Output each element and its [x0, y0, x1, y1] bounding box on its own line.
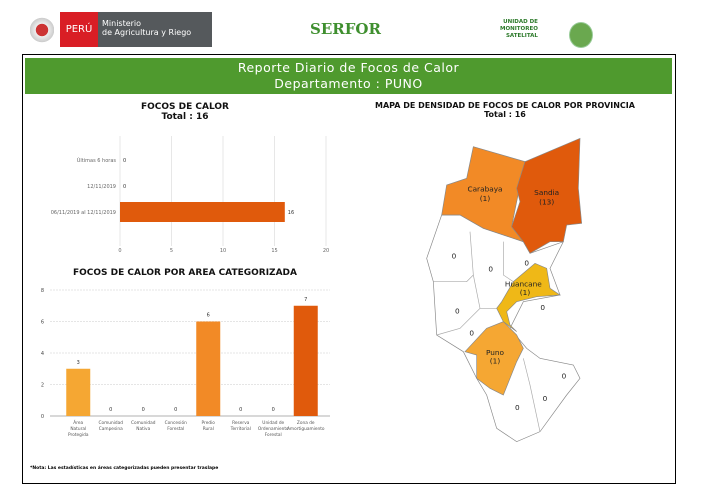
serfor-logo: SERFOR: [310, 20, 381, 38]
map-province-sandia: [511, 137, 583, 254]
ministry-line2: de Agricultura y Riego: [102, 28, 192, 37]
department-title: Departamento : PUNO: [274, 76, 423, 91]
chart2-category-label: Protegida: [68, 432, 89, 438]
chart2-bar: [66, 368, 91, 416]
map-heading: MAPA DE DENSIDAD DE FOCOS DE CALOR POR P…: [360, 101, 650, 119]
map-count-puno: (1): [490, 357, 501, 366]
chart2-category-label: Rural: [203, 426, 214, 432]
chart1-x-tick: 20: [323, 248, 329, 254]
chart1-category-label: 12/11/2019: [87, 184, 116, 190]
chart2-category-label: Zona de: [297, 420, 315, 426]
chart1-x-tick: 5: [170, 248, 173, 254]
chart2-category-label: Ordenamiento: [258, 426, 289, 432]
map-count-sandia: (13): [539, 197, 554, 206]
chart2-category-label: Forestal: [167, 426, 184, 432]
chart2-y-tick: 4: [41, 351, 44, 357]
map-province-huancane: [496, 262, 561, 332]
chart2-y-tick: 6: [41, 320, 44, 326]
chart1-x-tick: 10: [220, 248, 226, 254]
chart2-bar: [293, 305, 318, 416]
chart2-value-label: 0: [272, 407, 275, 413]
chart2-category-label: Forestal: [265, 432, 282, 438]
map-zero-label: 0: [515, 403, 520, 412]
map-count-huancane: (1): [520, 288, 531, 297]
peru-coat-of-arms-logo: [30, 14, 54, 46]
ministry-logo: PERÚ Ministerio de Agricultura y Riego: [60, 12, 212, 47]
chart1-x-tick: 0: [118, 248, 121, 254]
puno-density-map: Carabaya (1) Sandia (13) Huancane (1) Pu…: [426, 137, 583, 443]
chart2-y-tick: 2: [41, 383, 44, 389]
chart2-category-label: Predio: [202, 420, 216, 426]
map-zero-label: 0: [452, 251, 457, 260]
chart1-category-label: 06/11/2019 al 12/11/2019: [51, 210, 116, 216]
chart2-category-label: Reserva: [232, 420, 250, 426]
chart2-category-label: Nativa: [136, 426, 150, 432]
peru-label: PERÚ: [60, 12, 98, 47]
chart1-heading: FOCOS DE CALOR Total : 16: [120, 102, 250, 122]
map-label-sandia: Sandia: [534, 188, 559, 197]
report-banner: Reporte Diario de Focos de Calor Departa…: [25, 58, 672, 94]
chart1-title: FOCOS DE CALOR: [141, 102, 229, 112]
map-label-puno: Puno: [486, 348, 505, 357]
chart2-category-label: Natural: [70, 426, 86, 432]
unit-line2: MONITOREO: [500, 26, 538, 32]
chart1-x-tick: 15: [271, 248, 277, 254]
map-title: MAPA DE DENSIDAD DE FOCOS DE CALOR POR P…: [375, 101, 635, 110]
chart2-category-label: Campesina: [99, 426, 123, 432]
report-frame: [22, 54, 676, 484]
chart2-category-label: Comunidad: [98, 420, 123, 426]
unit-logo-text: UNIDAD DE MONITOREO SATELITAL: [500, 19, 538, 40]
map-label-huancane: Huancane: [505, 280, 542, 289]
chart2-value-label: 0: [239, 407, 242, 413]
chart2-category-label: Unidad de: [262, 420, 284, 426]
chart2-category-label: Comunidad: [131, 420, 156, 426]
chart2-value-label: 0: [109, 407, 112, 413]
chart2-y-tick: 8: [41, 288, 44, 294]
map-zero-label: 0: [488, 265, 493, 274]
chart1-category-label: Últimas 6 horas: [77, 157, 117, 164]
chart2-category-label: Territorial: [230, 426, 251, 432]
chart1-value-label: 16: [288, 210, 294, 216]
report-title: Reporte Diario de Focos de Calor: [237, 60, 460, 75]
map-province-puno: [464, 321, 524, 396]
chart2-value-label: 0: [174, 407, 177, 413]
map-zero-label: 0: [540, 303, 545, 312]
chart2-category-label: Área: [73, 419, 83, 426]
chart1-value-label: 0: [123, 184, 126, 190]
map-zero-label: 0: [562, 371, 567, 380]
chart2-category-label: Concesión: [165, 419, 187, 426]
map-zero-label: 0: [543, 394, 548, 403]
chart2-value-label: 7: [304, 297, 307, 303]
chart2-value-label: 3: [77, 360, 80, 366]
map-total: Total : 16: [484, 110, 526, 119]
map-zero-label: 0: [524, 259, 529, 268]
chart1-bar: [120, 202, 285, 222]
chart2-value-label: 6: [207, 313, 210, 319]
unit-line3: SATELITAL: [505, 33, 538, 39]
chart2-title: FOCOS DE CALOR POR AREA CATEGORIZADA: [73, 268, 297, 278]
ministry-line1: Ministerio: [102, 19, 142, 28]
chart2-y-tick: 0: [41, 414, 44, 420]
chart2-bar: [196, 321, 221, 416]
chart2-category-label: Amortiguamiento: [287, 426, 325, 432]
satellite-globe-icon: [569, 22, 593, 48]
unit-line1: UNIDAD DE: [503, 19, 538, 25]
map-count-carabaya: (1): [480, 194, 491, 203]
map-label-carabaya: Carabaya: [467, 185, 502, 194]
chart1-total: Total : 16: [161, 112, 209, 122]
map-zero-label: 0: [469, 329, 474, 338]
chart2-value-label: 0: [142, 407, 145, 413]
footnote: *Nota: Las estadísticas en áreas categor…: [30, 466, 219, 471]
chart1-value-label: 0: [123, 158, 126, 164]
map-zero-label: 0: [455, 306, 460, 315]
